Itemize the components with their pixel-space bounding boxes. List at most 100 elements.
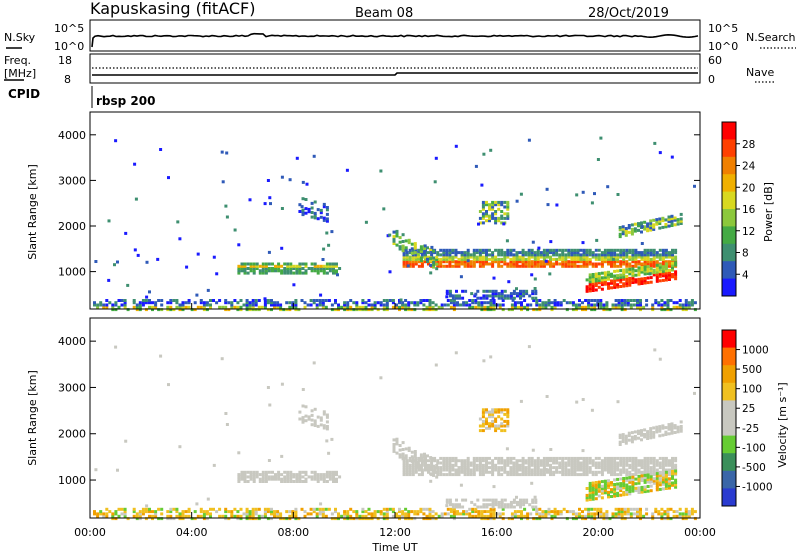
data-cell xyxy=(652,435,656,439)
data-cell xyxy=(561,262,565,266)
data-cell xyxy=(671,461,674,465)
data-cell xyxy=(416,255,420,259)
data-cell xyxy=(565,510,569,514)
data-cell xyxy=(346,301,350,305)
data-cell xyxy=(646,468,650,472)
data-cell xyxy=(126,308,130,312)
data-cell xyxy=(483,308,487,312)
data-cell xyxy=(279,517,283,521)
data-cell xyxy=(410,242,414,246)
data-cell xyxy=(202,303,206,307)
data-cell xyxy=(337,308,340,312)
data-cell xyxy=(526,303,530,307)
data-cell xyxy=(392,445,396,449)
data-cell xyxy=(248,303,252,307)
data-cell xyxy=(175,301,179,305)
velocity-ytick-label: 2000 xyxy=(58,428,86,441)
data-cell xyxy=(494,429,498,433)
data-cell xyxy=(629,305,633,309)
data-cell xyxy=(600,257,604,261)
data-cell xyxy=(670,214,674,218)
freq-label: Freq. xyxy=(4,54,31,67)
data-cell xyxy=(607,456,610,460)
data-cell xyxy=(430,251,434,255)
data-cell xyxy=(449,514,453,518)
data-cell xyxy=(670,221,674,225)
data-cell xyxy=(500,296,504,300)
data-cell xyxy=(318,303,322,307)
data-cell xyxy=(322,269,326,273)
data-cell xyxy=(506,503,510,507)
data-cell xyxy=(591,473,595,477)
data-cell xyxy=(260,514,264,518)
data-cell xyxy=(491,207,495,211)
data-cell xyxy=(113,263,116,267)
data-cell xyxy=(298,410,302,414)
data-cell xyxy=(506,419,510,423)
data-cell xyxy=(151,301,154,305)
data-cell xyxy=(613,269,617,273)
data-cell xyxy=(402,260,406,264)
data-cell xyxy=(240,477,244,481)
data-cell xyxy=(325,439,329,443)
data-cell xyxy=(608,308,612,312)
data-cell xyxy=(600,470,604,474)
data-cell xyxy=(621,229,625,233)
data-cell xyxy=(346,517,350,521)
data-cell xyxy=(661,260,665,264)
data-cell xyxy=(671,248,674,252)
data-cell xyxy=(407,305,411,309)
data-cell xyxy=(666,514,670,518)
data-cell xyxy=(301,213,305,217)
data-cell xyxy=(428,514,432,518)
data-cell xyxy=(579,461,583,465)
data-cell xyxy=(391,507,395,511)
data-cell xyxy=(332,264,335,268)
data-cell xyxy=(434,156,438,160)
data-cell xyxy=(652,257,656,261)
data-cell xyxy=(600,287,604,291)
data-cell xyxy=(306,512,310,516)
data-cell xyxy=(307,415,311,419)
data-cell xyxy=(402,459,406,463)
data-cell xyxy=(435,255,439,259)
data-cell xyxy=(304,262,308,266)
data-cell xyxy=(398,507,401,511)
data-cell xyxy=(429,465,433,469)
data-cell xyxy=(310,409,314,413)
data-cell xyxy=(426,246,429,250)
data-cell xyxy=(594,490,598,494)
data-cell xyxy=(637,224,640,228)
data-cell xyxy=(181,301,185,305)
data-cell xyxy=(630,230,634,234)
data-cell xyxy=(463,461,467,465)
data-cell xyxy=(292,283,296,287)
data-cell xyxy=(652,251,656,255)
data-cell xyxy=(425,514,429,518)
data-cell xyxy=(439,262,443,266)
data-cell xyxy=(500,473,504,477)
data-cell xyxy=(451,251,455,255)
data-cell xyxy=(157,507,161,511)
data-cell xyxy=(307,267,311,270)
data-cell xyxy=(640,282,644,285)
data-cell xyxy=(376,510,380,514)
data-cell xyxy=(655,277,659,281)
data-cell xyxy=(658,274,662,278)
data-cell xyxy=(321,303,325,307)
data-cell xyxy=(382,507,386,511)
data-cell xyxy=(445,459,449,463)
data-cell xyxy=(573,253,577,257)
data-cell xyxy=(452,507,456,511)
data-cell xyxy=(617,301,621,305)
data-cell xyxy=(538,507,542,511)
data-cell xyxy=(325,208,329,212)
data-cell xyxy=(279,514,283,518)
data-cell xyxy=(585,487,589,490)
data-cell xyxy=(678,299,682,302)
data-cell xyxy=(451,255,455,259)
data-cell xyxy=(628,270,632,273)
data-cell xyxy=(428,517,432,521)
data-cell xyxy=(120,303,124,307)
data-cell xyxy=(212,255,216,259)
